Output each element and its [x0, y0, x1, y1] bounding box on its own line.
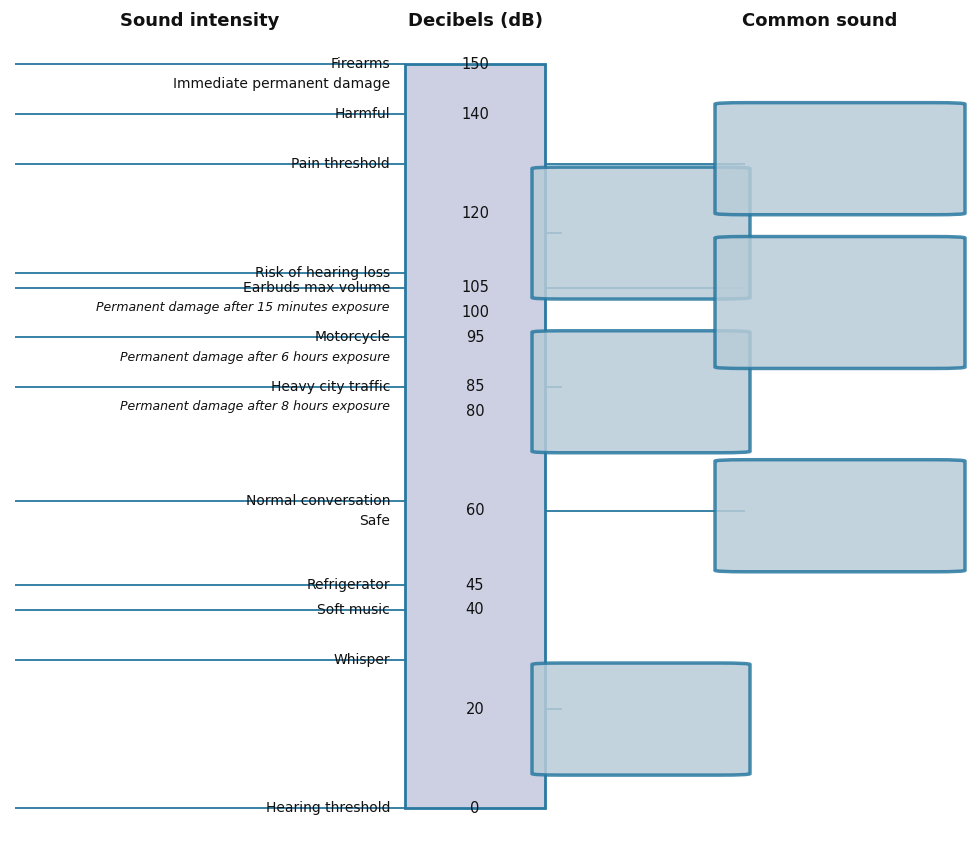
Text: 20: 20: [466, 701, 485, 717]
Text: 0: 0: [470, 801, 480, 816]
FancyBboxPatch shape: [532, 167, 750, 299]
Text: Whisper: Whisper: [333, 653, 390, 667]
Text: 80: 80: [466, 404, 485, 419]
Text: Heavy city traffic: Heavy city traffic: [271, 380, 390, 393]
Text: 105: 105: [461, 280, 488, 295]
Text: 45: 45: [466, 577, 485, 593]
Text: Risk of hearing loss: Risk of hearing loss: [254, 265, 390, 280]
Text: Permanent damage after 15 minutes exposure: Permanent damage after 15 minutes exposu…: [97, 301, 390, 314]
Text: 140: 140: [461, 107, 488, 121]
Text: Normal conversation: Normal conversation: [246, 494, 390, 508]
Text: Refrigerator: Refrigerator: [306, 578, 390, 592]
Text: 85: 85: [466, 379, 485, 394]
FancyBboxPatch shape: [532, 663, 750, 775]
Text: Immediate permanent damage: Immediate permanent damage: [173, 77, 390, 92]
Text: Sound intensity: Sound intensity: [120, 12, 280, 30]
Text: Earbuds max volume: Earbuds max volume: [243, 281, 390, 294]
Text: 100: 100: [461, 305, 489, 320]
Text: Firearms: Firearms: [331, 58, 390, 71]
FancyBboxPatch shape: [715, 460, 965, 572]
Text: Hearing threshold: Hearing threshold: [265, 801, 390, 815]
Text: Motorcycle: Motorcycle: [314, 330, 390, 344]
Text: 120: 120: [461, 206, 489, 220]
Text: Soft music: Soft music: [317, 603, 390, 617]
Text: Permanent damage after 8 hours exposure: Permanent damage after 8 hours exposure: [120, 400, 390, 413]
Text: 95: 95: [466, 330, 485, 345]
Text: 60: 60: [466, 503, 485, 518]
Text: Safe: Safe: [359, 514, 390, 527]
Text: 150: 150: [461, 57, 488, 72]
Text: Permanent damage after 6 hours exposure: Permanent damage after 6 hours exposure: [120, 350, 390, 364]
Text: Harmful: Harmful: [334, 107, 390, 121]
Text: Decibels (dB): Decibels (dB): [408, 12, 542, 30]
FancyBboxPatch shape: [715, 237, 965, 369]
FancyBboxPatch shape: [532, 331, 750, 453]
Text: 40: 40: [466, 602, 485, 617]
Text: Common sound: Common sound: [742, 12, 898, 30]
FancyBboxPatch shape: [405, 64, 545, 808]
Text: Pain threshold: Pain threshold: [292, 157, 390, 170]
FancyBboxPatch shape: [715, 103, 965, 215]
